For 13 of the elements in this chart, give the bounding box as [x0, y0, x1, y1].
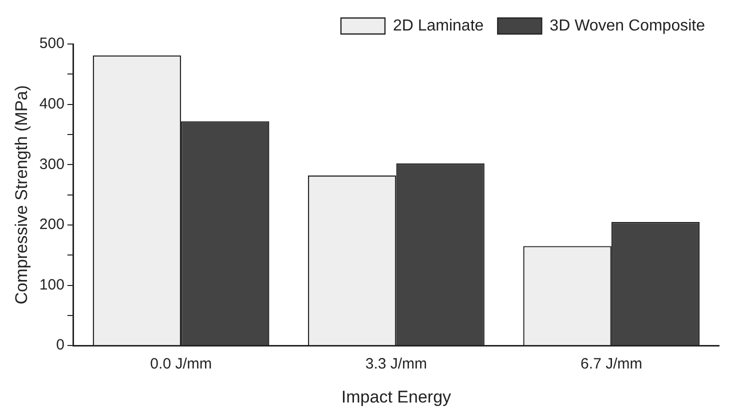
y-tick-label: 100: [39, 276, 64, 294]
legend-label: 2D Laminate: [392, 17, 484, 34]
y-tick-label: 300: [39, 156, 64, 173]
y-tick-label: 0: [56, 336, 64, 354]
y-tick-label: 200: [39, 216, 64, 234]
x-tick-label: 6.7 J/mm: [580, 356, 642, 373]
y-tick-label: 500: [39, 35, 64, 52]
y-tick-label: 400: [39, 95, 64, 112]
x-axis-title: Impact Energy: [341, 387, 452, 406]
y-axis-title: Compressive Strength (MPa): [12, 85, 31, 304]
x-tick-label: 3.3 J/mm: [365, 356, 428, 373]
x-tick-label: 0.0 J/mm: [150, 356, 212, 373]
legend-label: 3D Woven Composite: [550, 17, 706, 34]
